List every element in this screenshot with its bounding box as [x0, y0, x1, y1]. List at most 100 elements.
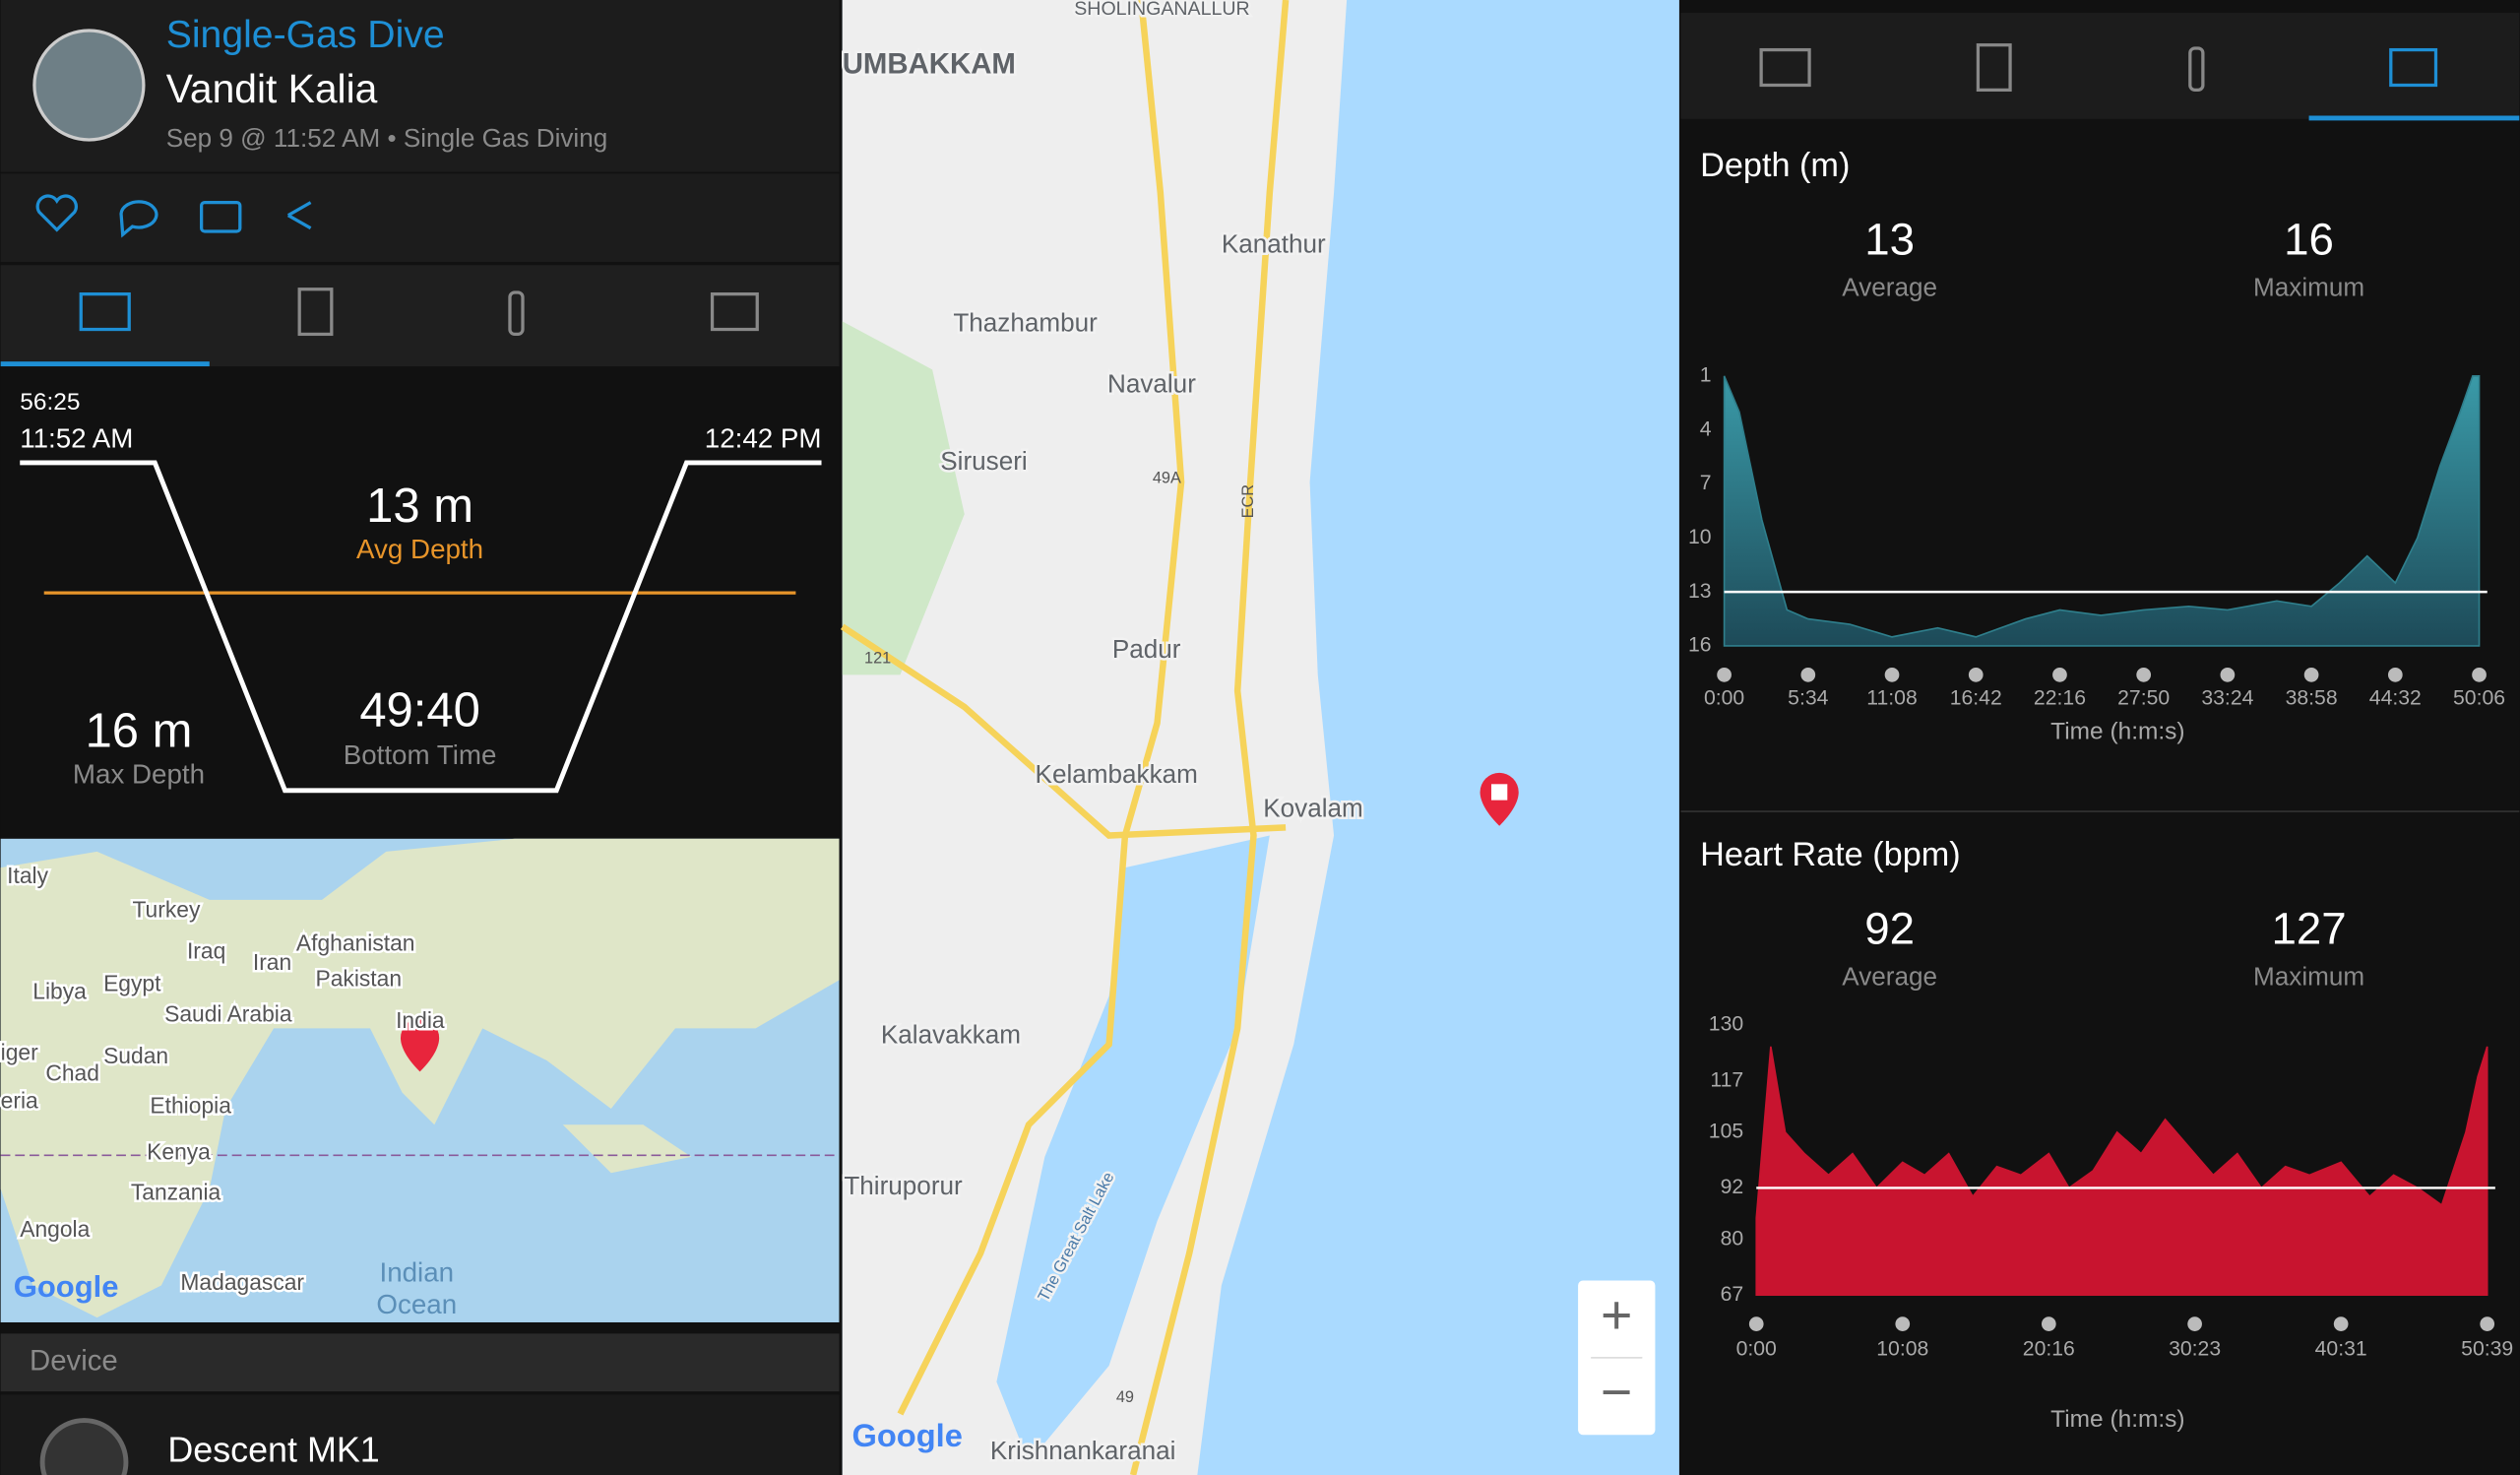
stat-label: Average: [1842, 273, 1937, 302]
photo-icon[interactable]: [200, 200, 242, 233]
pin-center: [1490, 784, 1508, 801]
world-map[interactable]: [0, 838, 840, 1322]
max-depth: 16 m: [86, 705, 193, 758]
map-label: Pakistan: [315, 965, 402, 991]
x-tick-dot: [2052, 668, 2067, 682]
tabs: [1759, 43, 2438, 93]
zoom-out[interactable]: −: [1601, 1362, 1632, 1423]
map-label: India: [396, 1007, 445, 1033]
tab-charts[interactable]: [2389, 47, 2438, 88]
x-tick-dot: [2187, 1316, 2202, 1331]
place-label: Kovalam: [1263, 793, 1363, 822]
y-tick-label: 13: [1688, 580, 1712, 603]
stat-value: 16: [2284, 214, 2334, 264]
place-label: Kanathur: [1222, 229, 1326, 259]
map-label: Iraq: [187, 938, 225, 964]
x-tick-label: 50:06: [2453, 686, 2505, 709]
x-tick-label: 0:00: [1704, 686, 1744, 709]
map-label: Ethiopia: [150, 1092, 231, 1118]
x-tick-dot: [2333, 1316, 2349, 1331]
x-tick-label: 27:50: [2117, 686, 2170, 709]
like-icon[interactable]: [35, 194, 78, 232]
avg-depth: 13 m: [366, 480, 473, 533]
map-label: Turkey: [132, 896, 201, 922]
x-tick-label: 22:16: [2034, 686, 2086, 709]
map-label: Italy: [7, 863, 48, 888]
x-tick-dot: [2220, 668, 2236, 682]
ocean-label: Indian: [380, 1256, 455, 1287]
series-area: [1755, 1046, 2488, 1297]
end-time: 12:42 PM: [705, 422, 822, 453]
stat-label: Maximum: [2253, 273, 2364, 302]
x-axis-label: Time (h:m:s): [2050, 1406, 2184, 1433]
shield: ECR: [1239, 484, 1257, 519]
y-tick-label: 4: [1700, 417, 1712, 440]
x-tick-label: 10:08: [1876, 1337, 1928, 1360]
zoom-in[interactable]: +: [1601, 1284, 1632, 1345]
x-tick-dot: [1800, 668, 1816, 682]
tab-tanks[interactable]: [2188, 46, 2205, 93]
x-tick-dot: [1968, 668, 1984, 682]
x-axis-label: Time (h:m:s): [2050, 719, 2184, 745]
x-tick-dot: [1884, 668, 1900, 682]
x-tick-label: 50:39: [2461, 1337, 2513, 1360]
x-tick-label: 33:24: [2201, 686, 2253, 709]
map-label: Kenya: [147, 1139, 211, 1165]
stat-value: 92: [1864, 904, 1915, 954]
x-tick-dot: [1748, 1316, 1764, 1331]
y-tick-label: 105: [1709, 1120, 1743, 1142]
tab-profile[interactable]: [79, 291, 131, 332]
map-label: Saudi Arabia: [164, 1000, 292, 1026]
google-logo: Google: [14, 1269, 119, 1304]
device-icon: [39, 1418, 129, 1475]
map-label: Iran: [253, 949, 291, 975]
map-labels: SHOLINGANALLUR UMBAKKAM Kanathur Thazham…: [840, 0, 1365, 1467]
user-name[interactable]: Vandit Kalia: [166, 66, 378, 111]
tab-underline: [0, 361, 210, 367]
map-label: Afghanistan: [296, 930, 415, 956]
ocean-label: Ocean: [376, 1289, 457, 1319]
device-row[interactable]: [0, 1394, 840, 1475]
activity-title: Single-Gas Dive: [166, 14, 445, 56]
tab-details[interactable]: [297, 288, 334, 337]
x-tick-dot: [2303, 668, 2319, 682]
max-depth-label: Max Depth: [73, 758, 205, 789]
y-tick-label: 16: [1688, 634, 1712, 657]
y-tick-label: 1: [1700, 363, 1712, 386]
roads: [840, 0, 1290, 1475]
chart-title: Depth (m): [1700, 147, 1850, 184]
place-label: UMBAKKAM: [843, 48, 1016, 81]
share-icon[interactable]: [286, 201, 312, 230]
shield: 49: [1116, 1388, 1134, 1406]
place-label: SHOLINGANALLUR: [1074, 0, 1249, 20]
tab-charts[interactable]: [710, 291, 759, 332]
action-bar: [0, 173, 840, 262]
tab-tanks[interactable]: [508, 290, 525, 337]
y-tick-label: 10: [1688, 526, 1712, 548]
place-label: Krishnankaranai: [990, 1436, 1176, 1465]
dive-profile: [20, 460, 822, 794]
tab-details[interactable]: [1976, 43, 2012, 93]
x-tick-dot: [2041, 1316, 2056, 1331]
tab-profile[interactable]: [1759, 47, 1811, 88]
bottom-time-label: Bottom Time: [344, 739, 497, 770]
world-labels: Italy Turkey Afghanistan Iraq Iran Pakis…: [0, 861, 447, 1298]
x-tick-dot: [2472, 668, 2487, 682]
start-time: 11:52 AM: [20, 422, 133, 453]
y-tick-label: 80: [1721, 1227, 1744, 1250]
device-section: Device: [30, 1345, 118, 1378]
x-tick-label: 20:16: [2023, 1337, 2075, 1360]
y-tick-label: 130: [1709, 1013, 1743, 1036]
detail-map[interactable]: [840, 0, 1679, 1475]
avatar[interactable]: [32, 29, 146, 142]
comment-icon[interactable]: [119, 200, 158, 238]
islands: [562, 1124, 692, 1174]
place-label: Padur: [1112, 634, 1181, 664]
map-label: Sudan: [103, 1043, 168, 1068]
road-shields: 49A ECR 121 49: [864, 470, 1257, 1406]
device-header: [0, 1333, 840, 1392]
shield: 49A: [1153, 470, 1181, 487]
map-label: Libya: [32, 978, 87, 1003]
world-pin: [400, 1018, 440, 1072]
